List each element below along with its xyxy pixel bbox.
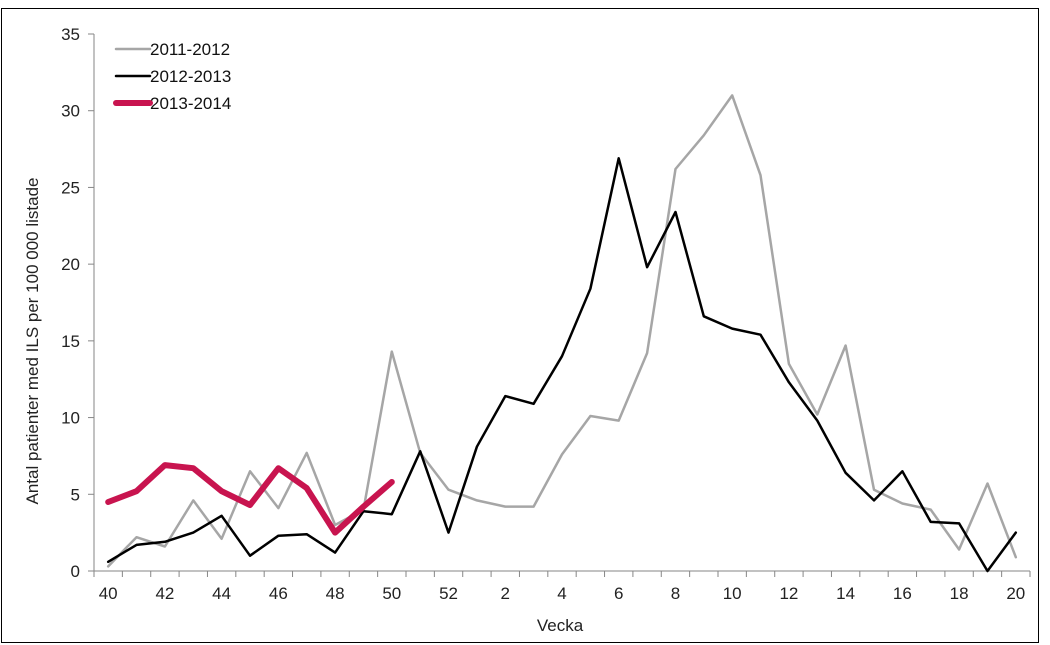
- x-tick-label: 12: [779, 584, 798, 603]
- x-tick-label: 52: [439, 584, 458, 603]
- x-tick-label: 8: [671, 584, 680, 603]
- x-tick-label: 6: [614, 584, 623, 603]
- series-line-2013-2014: [105, 462, 395, 536]
- legend-label-2011-2012: 2011-2012: [150, 40, 230, 59]
- x-tick-label: 46: [269, 584, 288, 603]
- x-tick-label: 42: [155, 584, 174, 603]
- x-tick-label: 40: [99, 584, 118, 603]
- series-line-2011-2012: [106, 94, 1018, 568]
- x-tick-label: 2: [501, 584, 510, 603]
- x-tick-label: 18: [950, 584, 969, 603]
- x-tick-label: 50: [382, 584, 401, 603]
- y-tick-label: 30: [61, 102, 80, 121]
- x-tick-label: 4: [557, 584, 566, 603]
- series-line-2012-2013: [106, 157, 1018, 573]
- top-strip: [0, 0, 1050, 8]
- x-axis-title: Vecka: [537, 616, 584, 635]
- legend-label-2013-2014: 2013-2014: [150, 94, 231, 113]
- y-tick-label: 0: [71, 562, 80, 581]
- y-tick-label: 10: [61, 409, 80, 428]
- legend-label-2012-2013: 2012-2013: [150, 67, 231, 86]
- series-points-2012-2013: [108, 158, 1016, 571]
- x-tick-label: 16: [893, 584, 912, 603]
- x-tick-label: 48: [326, 584, 345, 603]
- x-tick-label: 44: [212, 584, 231, 603]
- y-tick-label: 35: [61, 25, 80, 44]
- y-tick-label: 20: [61, 255, 80, 274]
- x-tick-label: 10: [723, 584, 742, 603]
- legend: 2011-2012 2012-2013 2013-2014: [113, 40, 231, 113]
- y-axis-title: Antal patienter med ILS per 100 000 list…: [23, 178, 42, 505]
- x-tick-label: 20: [1006, 584, 1025, 603]
- y-tick-label: 5: [71, 485, 80, 504]
- y-tick-label: 25: [61, 178, 80, 197]
- chart-frame: [1, 8, 1039, 643]
- x-tick-label: 14: [836, 584, 855, 603]
- series-layer: [105, 94, 1018, 573]
- y-tick-label: 15: [61, 332, 80, 351]
